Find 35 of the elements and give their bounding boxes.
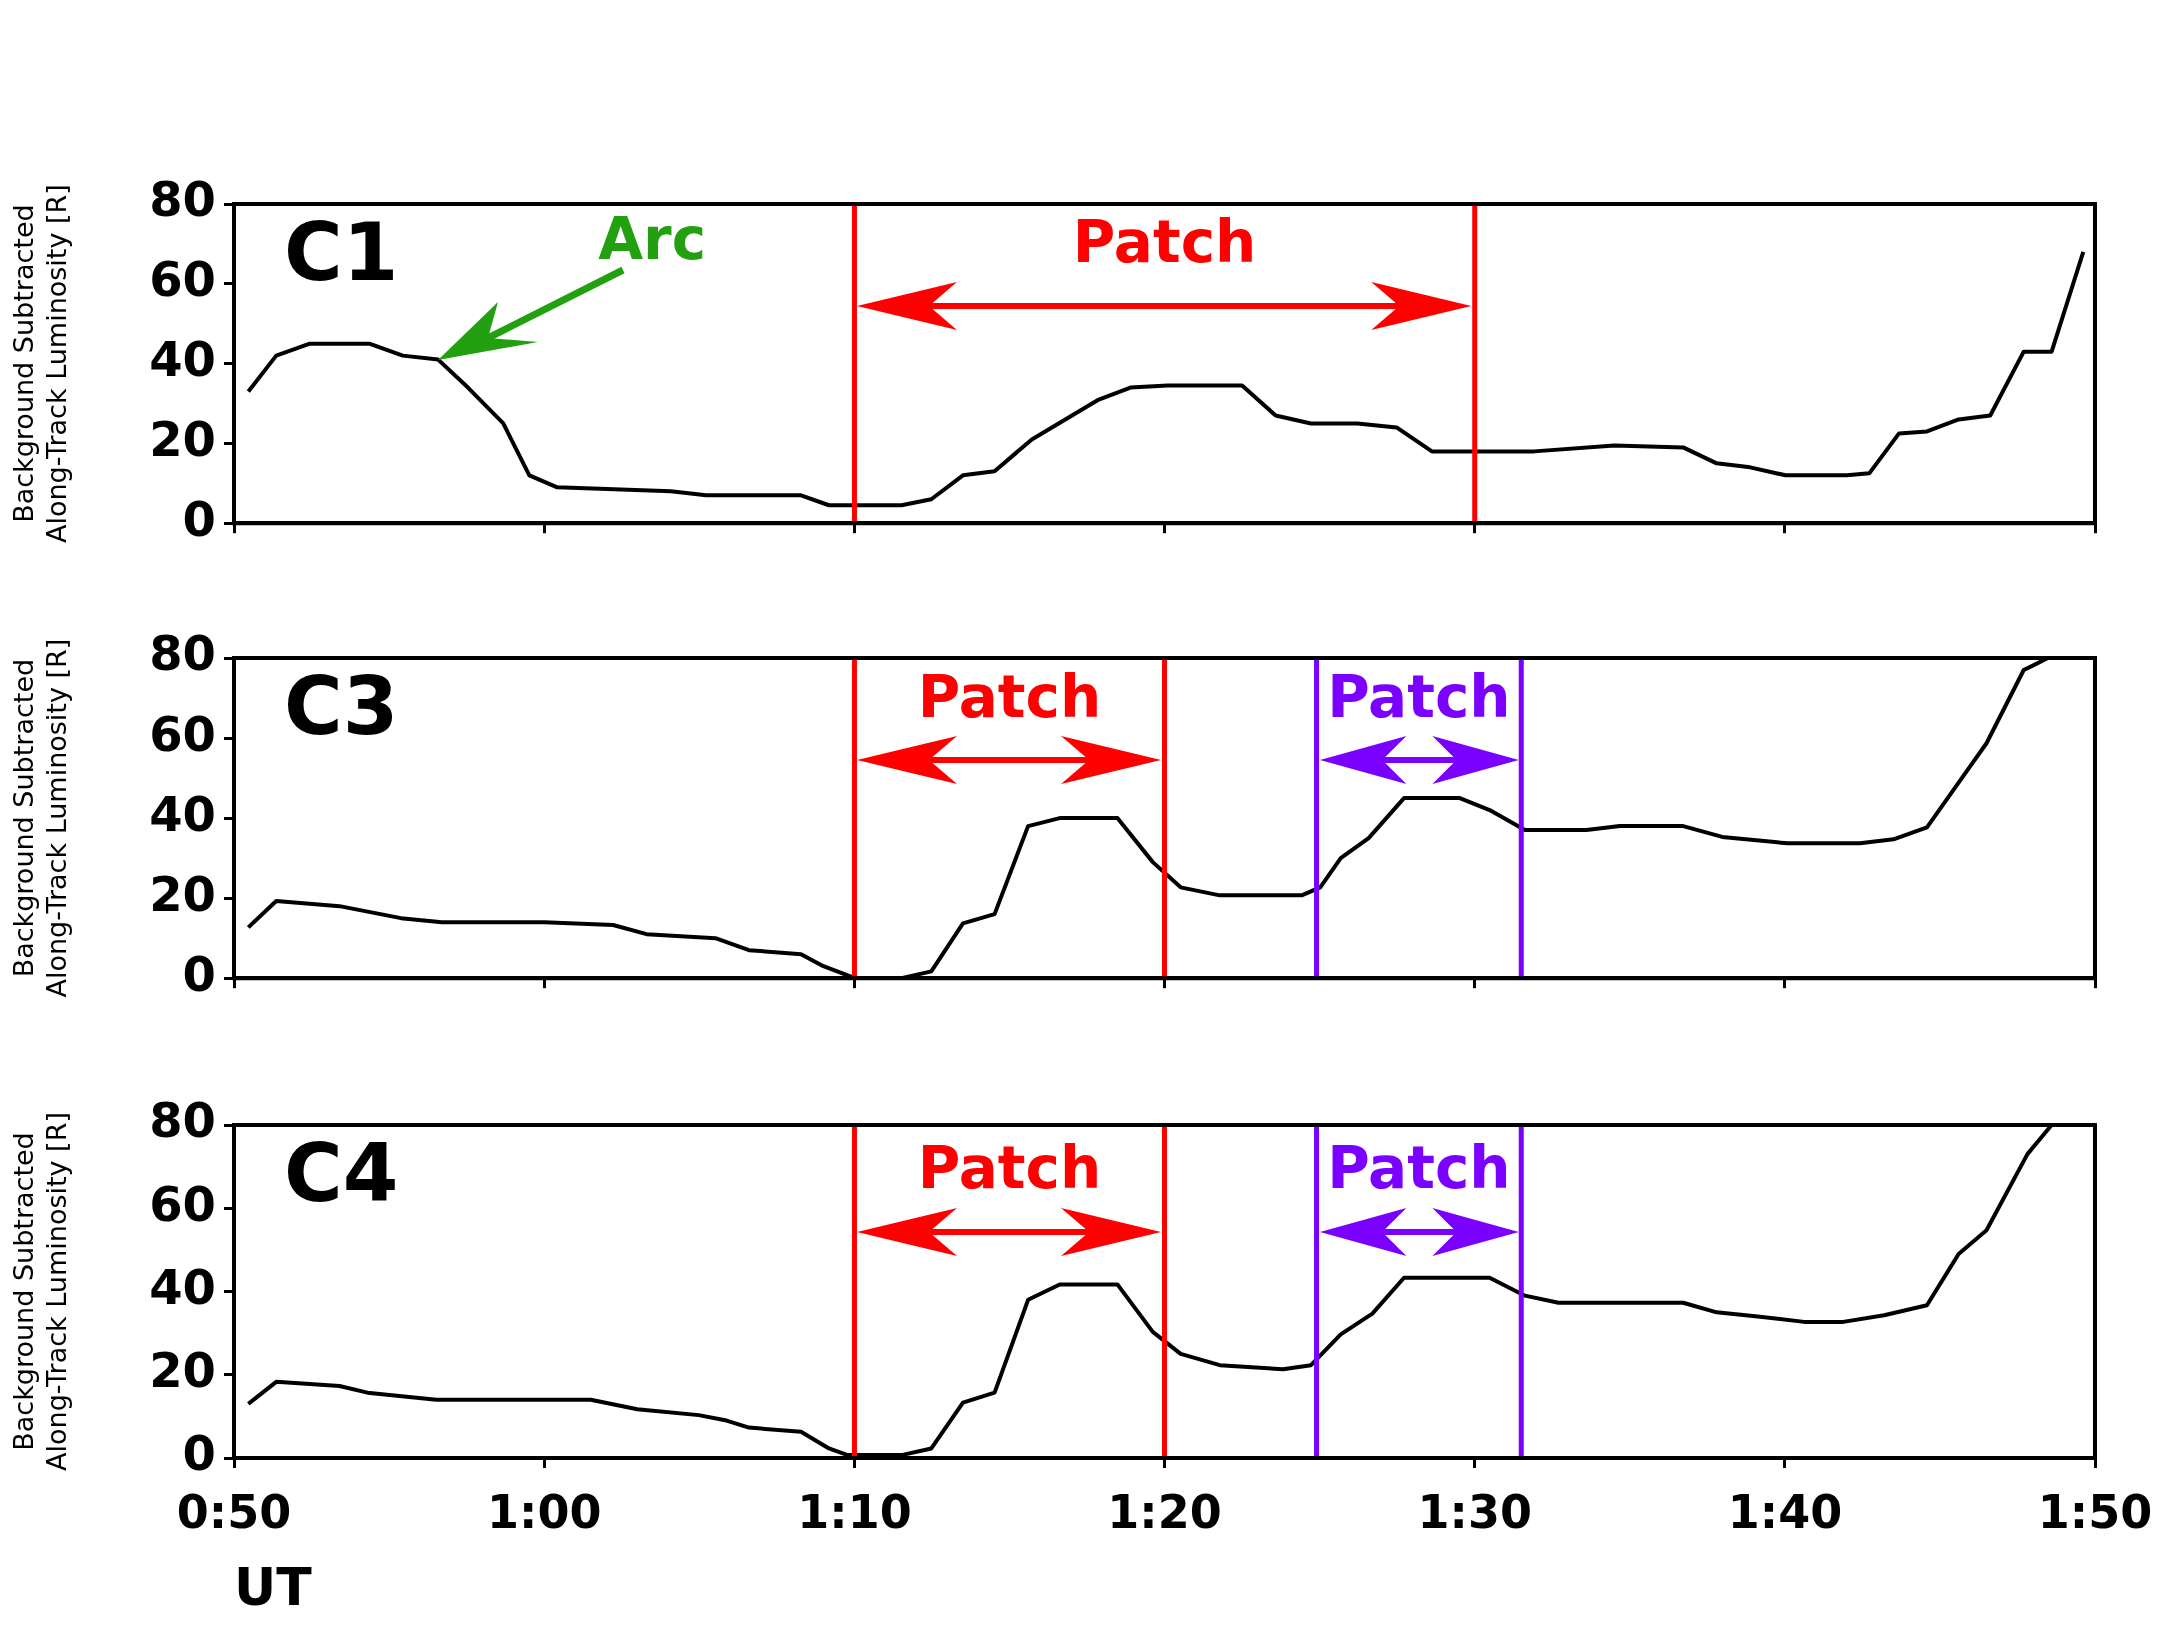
chart-title: C3 xyxy=(284,659,399,753)
x-tick-label: 1:10 xyxy=(797,1484,912,1539)
ref-line-label: Patch xyxy=(1327,1133,1511,1202)
y-tick-label: 40 xyxy=(149,1258,216,1315)
x-tick-label: 1:00 xyxy=(487,1484,602,1539)
x-tick-label: 0:50 xyxy=(176,1484,292,1539)
chart-title: C1 xyxy=(284,205,399,299)
ref-line-label: Patch xyxy=(917,662,1102,731)
y-tick-label: 20 xyxy=(149,865,216,922)
ref-line-label: Patch xyxy=(1327,662,1511,731)
x-tick-label: 1:30 xyxy=(1417,1484,1532,1539)
ref-line-label: Patch xyxy=(917,1133,1102,1202)
y-tick-label: 60 xyxy=(149,1175,216,1232)
y-tick-label: 20 xyxy=(149,1342,216,1399)
y-tick-label: 40 xyxy=(149,331,216,388)
y-tick-label: 20 xyxy=(149,410,216,467)
y-tick-label: 80 xyxy=(149,625,216,682)
ref-line-label: Patch xyxy=(1072,208,1257,277)
x-tick-label: 1:50 xyxy=(2037,1484,2153,1539)
y-axis-title: Background Subtracted Along-Track Luminosity [R] xyxy=(8,1112,72,1471)
y-axis-title: Background Subtracted Along-Track Luminosity [R] xyxy=(8,638,72,998)
x-axis-title: UT xyxy=(234,1557,313,1618)
y-axis-title: Background Subtracted Along-Track Luminosity [R] xyxy=(8,184,72,544)
annotation: Arc xyxy=(598,204,707,273)
y-tick-label: 0 xyxy=(182,490,216,547)
y-tick-label: 0 xyxy=(182,1425,216,1482)
y-tick-label: 80 xyxy=(149,1092,216,1149)
y-tick-label: 60 xyxy=(149,705,216,762)
y-tick-label: 40 xyxy=(149,785,216,842)
y-tick-label: 60 xyxy=(149,251,216,308)
x-tick-label: 1:20 xyxy=(1107,1484,1222,1539)
y-tick-label: 80 xyxy=(149,171,216,228)
y-tick-label: 0 xyxy=(182,945,216,1002)
x-tick-label: 1:40 xyxy=(1727,1484,1843,1539)
chart-title: C4 xyxy=(284,1126,399,1220)
